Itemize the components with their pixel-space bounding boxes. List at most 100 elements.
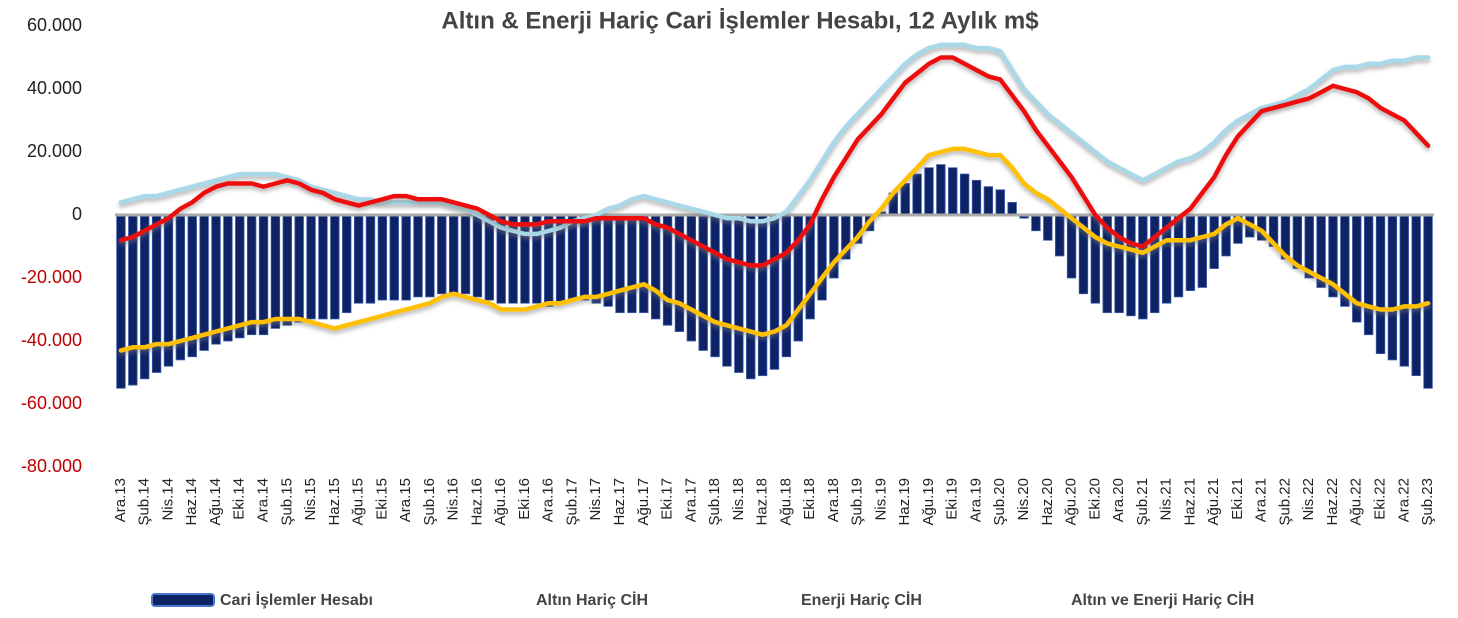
bar (579, 214, 590, 301)
legend-label: Enerji Hariç CİH (801, 591, 922, 609)
bar (983, 186, 994, 216)
x-tick-label: Şub.17 (563, 478, 580, 526)
x-tick-label: Şub.23 (1419, 478, 1436, 526)
bar (650, 214, 661, 320)
bar (306, 214, 316, 320)
bar (235, 214, 245, 339)
bar (995, 189, 1005, 216)
x-tick-label: Ara.14 (255, 478, 272, 522)
x-tick-label: Ağu.16 (492, 478, 509, 526)
y-tick-label: -40.000 (21, 330, 82, 350)
bar (591, 214, 601, 304)
x-tick-label: Haz.17 (611, 478, 628, 526)
bar (1209, 214, 1219, 269)
bar (722, 214, 732, 367)
y-tick-label: 60.000 (27, 15, 82, 35)
x-tick-label: Şub.14 (136, 478, 153, 526)
bar (1090, 214, 1101, 304)
x-tick-label: Haz.21 (1181, 478, 1198, 526)
x-tick-label: Nis.15 (302, 478, 319, 521)
bar (686, 214, 696, 342)
x-tick-label: Ara.17 (682, 478, 699, 522)
bar (484, 214, 494, 301)
bar (1375, 214, 1386, 355)
bar (353, 214, 364, 304)
y-tick-label: 40.000 (27, 78, 82, 98)
x-tick-label: Eki.19 (944, 478, 961, 520)
bar (460, 214, 471, 295)
bar (1126, 214, 1136, 317)
bar (757, 214, 768, 377)
line (118, 55, 1431, 268)
bar (1197, 214, 1207, 288)
x-tick-label: Ara.18 (825, 478, 842, 522)
bar (318, 214, 328, 320)
bar (948, 167, 958, 216)
x-tick-label: Eki.16 (516, 478, 533, 520)
x-tick-label: Ağu.21 (1205, 478, 1222, 526)
bar (211, 214, 221, 345)
x-tick-label: Eki.21 (1229, 478, 1246, 520)
bar (448, 214, 459, 295)
x-tick-label: Şub.15 (278, 478, 295, 526)
legend-label: Altın ve Enerji Hariç CİH (1071, 591, 1254, 609)
x-tick-label: Şub.20 (991, 478, 1008, 526)
bar (377, 214, 388, 301)
x-tick-label: Ara.20 (1110, 478, 1127, 522)
x-tick-label: Eki.18 (801, 478, 818, 520)
x-tick-label: Ara.15 (397, 478, 414, 522)
bar (1066, 214, 1077, 279)
y-tick-label: -20.000 (21, 267, 82, 287)
bar (140, 214, 150, 380)
x-tick-label: Haz.20 (1039, 478, 1056, 526)
bar (270, 214, 281, 329)
x-tick-label: Ara.16 (540, 478, 557, 522)
bar (698, 214, 708, 351)
x-tick-label: Ara.21 (1253, 478, 1270, 522)
bar (1363, 214, 1374, 336)
bar (342, 214, 352, 314)
bar (1055, 214, 1065, 257)
bar (615, 214, 625, 314)
x-tick-label: Ağu.22 (1348, 478, 1365, 526)
x-tick-label: Eki.20 (1086, 478, 1103, 520)
bar (1185, 214, 1196, 291)
x-tick-label: Nis.16 (445, 478, 462, 521)
bar (151, 214, 162, 373)
x-tick-label: Eki.22 (1371, 478, 1388, 520)
bar (912, 173, 922, 216)
bar (971, 179, 982, 216)
bar (710, 214, 720, 358)
bar (401, 214, 411, 301)
x-tick-label: Nis.14 (159, 478, 176, 521)
bar (1173, 214, 1184, 298)
bar (781, 214, 792, 358)
bar (769, 214, 780, 370)
bar (1007, 201, 1017, 216)
legend-label: Altın Hariç CİH (536, 591, 648, 609)
bar (734, 214, 744, 373)
bar (365, 214, 376, 304)
bar (1114, 214, 1124, 314)
x-tick-label: Nis.21 (1158, 478, 1175, 521)
x-tick-label: Eki.14 (231, 478, 248, 520)
y-tick-label: 0 (72, 204, 82, 224)
x-tick-label: Ara.19 (967, 478, 984, 522)
bar (746, 214, 756, 380)
x-tick-label: Ağu.17 (635, 478, 652, 526)
line (118, 42, 1431, 237)
bar (425, 214, 435, 298)
bar (199, 214, 209, 351)
x-tick-label: Nis.20 (1015, 478, 1032, 521)
bar (1138, 214, 1148, 320)
bar (639, 214, 649, 314)
bar (817, 214, 827, 301)
x-tick-label: Haz.16 (468, 478, 485, 526)
bar (1031, 214, 1041, 232)
x-tick-label: Ağu.15 (350, 478, 367, 526)
bar (389, 214, 399, 301)
y-tick-label: -60.000 (21, 393, 82, 413)
bar (1399, 214, 1409, 367)
x-tick-label: Eki.15 (373, 478, 390, 520)
